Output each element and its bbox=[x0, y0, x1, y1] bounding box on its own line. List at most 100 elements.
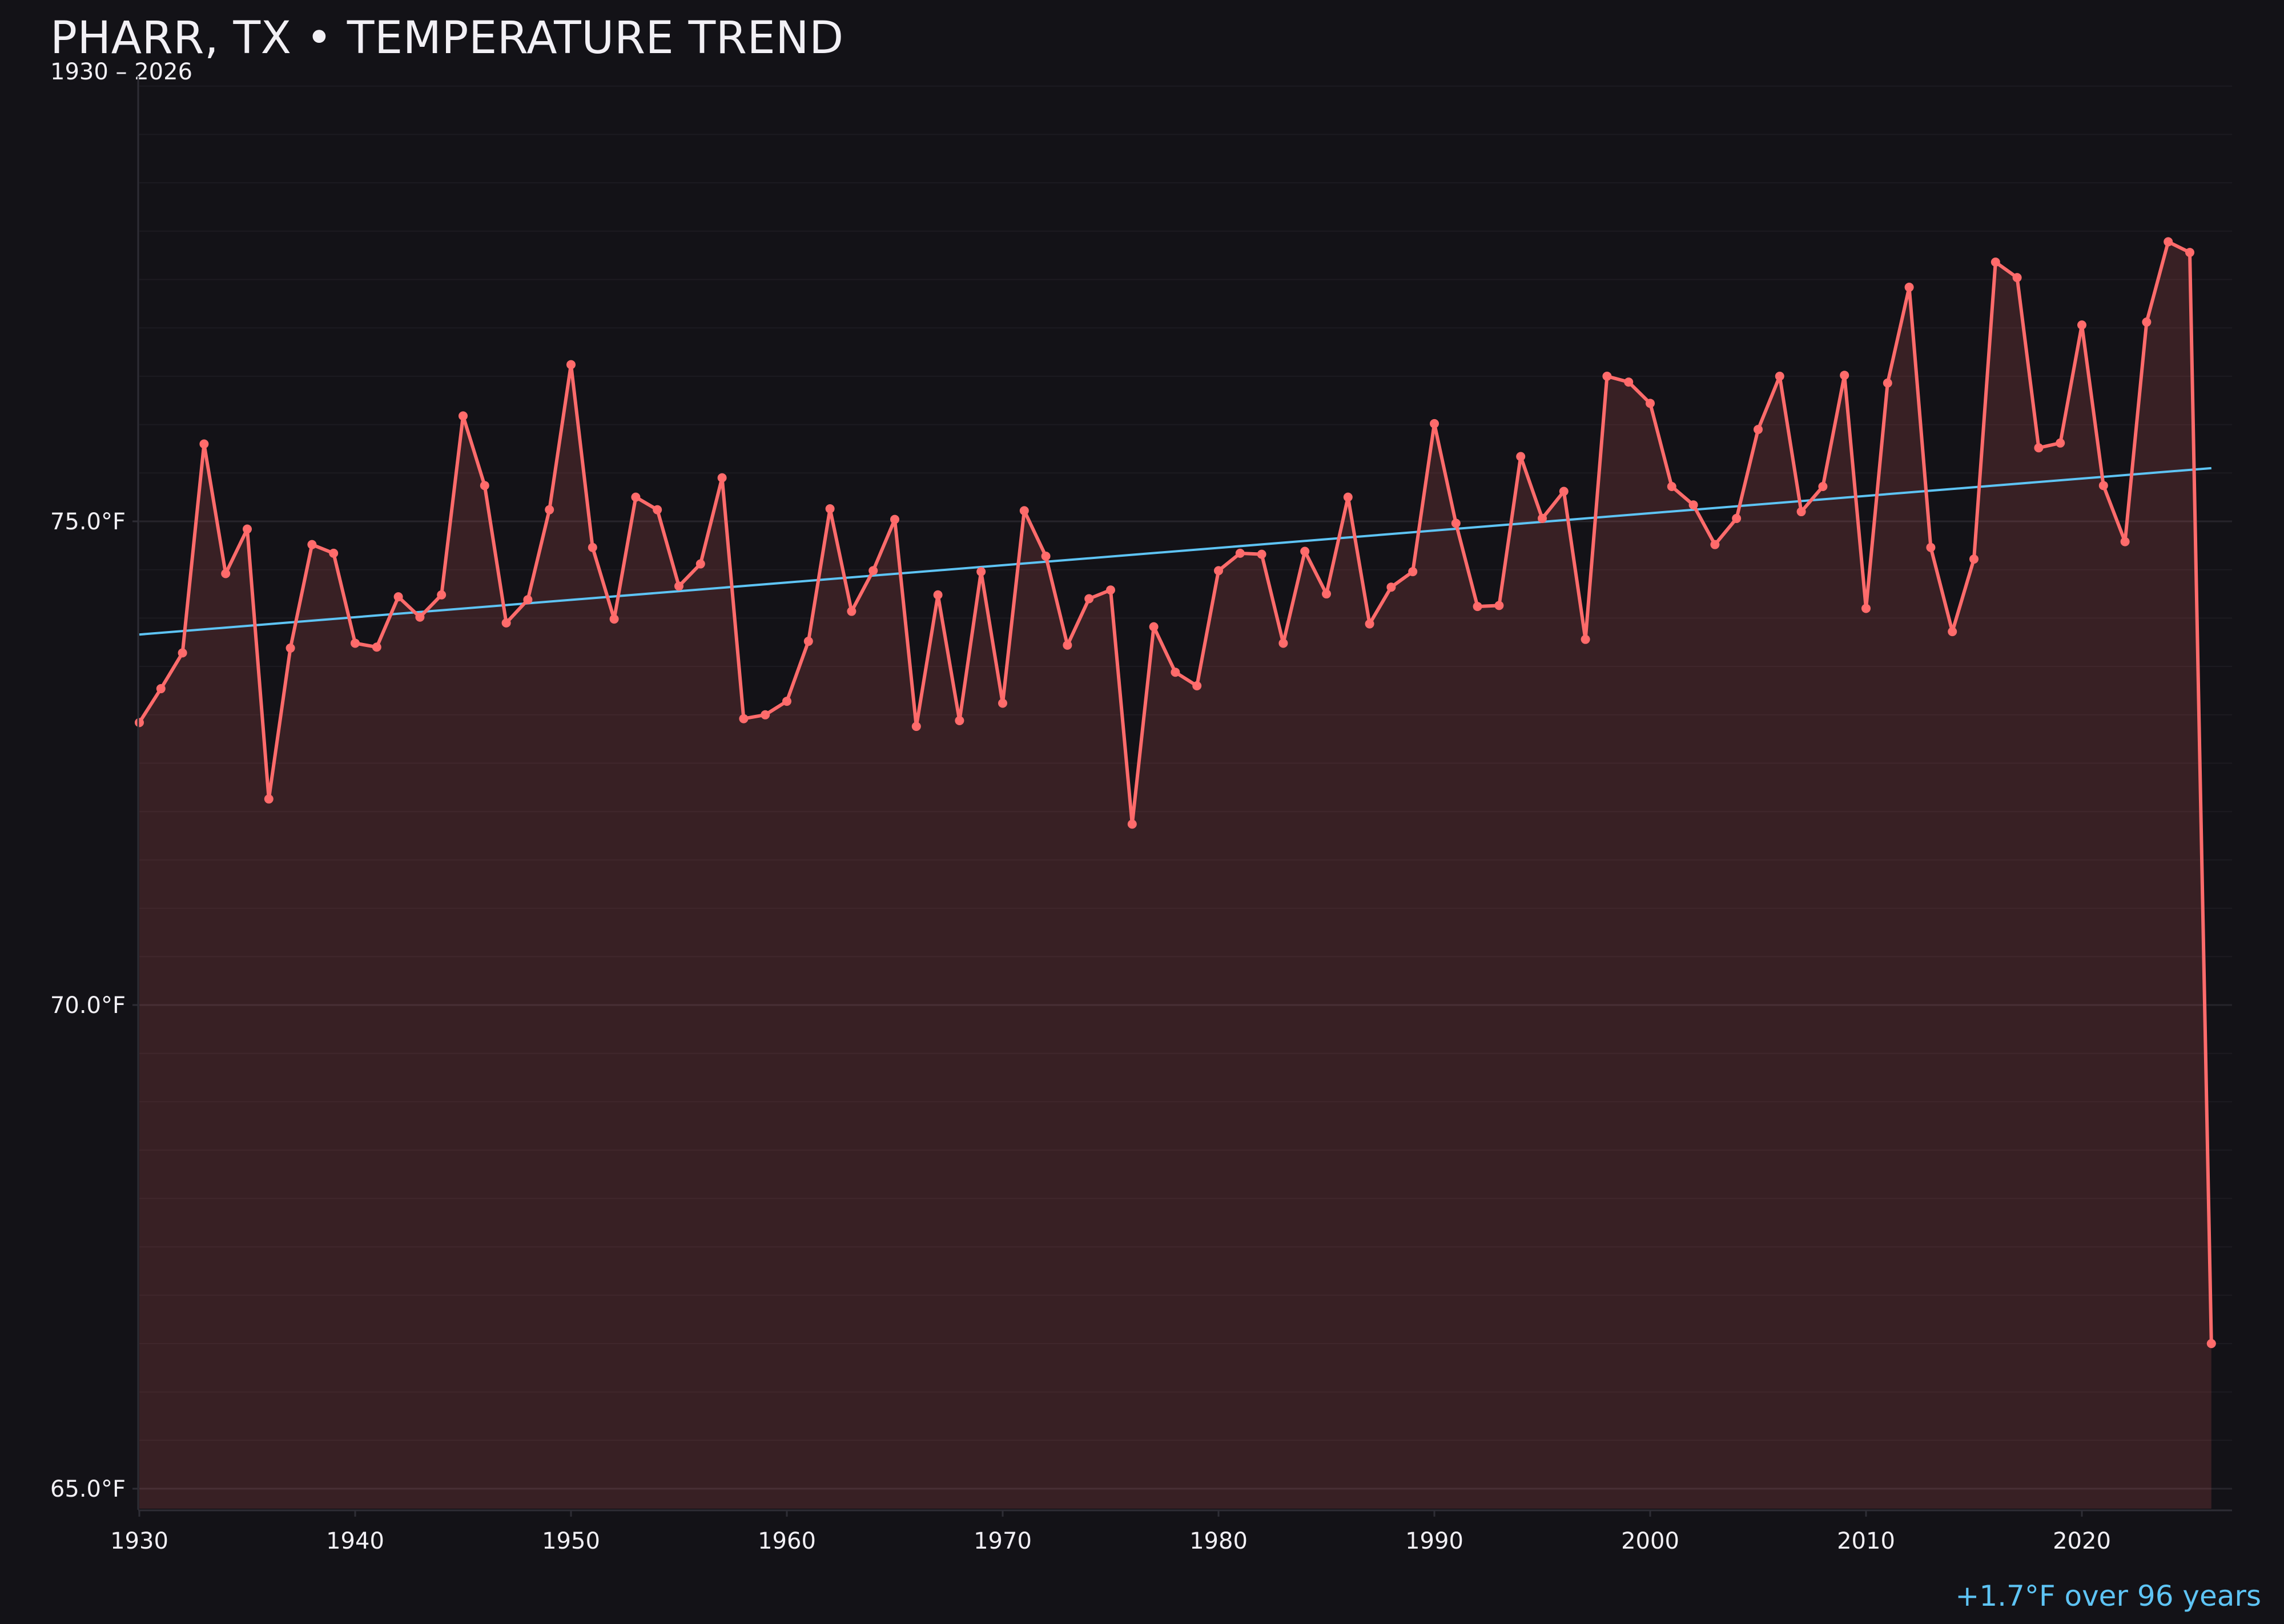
data-point bbox=[2056, 438, 2065, 448]
data-point bbox=[588, 542, 597, 552]
data-point-markers bbox=[135, 237, 2216, 1348]
data-point bbox=[1300, 546, 1310, 556]
x-tick-label: 1980 bbox=[1189, 1528, 1248, 1554]
data-point bbox=[307, 540, 317, 549]
data-point bbox=[1084, 594, 1094, 604]
axes bbox=[137, 76, 2232, 1512]
data-point bbox=[1688, 500, 1698, 510]
data-point bbox=[1041, 551, 1051, 561]
trend-line bbox=[139, 467, 2211, 636]
data-point bbox=[1149, 622, 1159, 632]
data-point bbox=[911, 722, 921, 731]
data-point bbox=[2120, 537, 2130, 546]
x-tick-label: 2000 bbox=[1621, 1528, 1679, 1554]
chart-title: PHARR, TX • TEMPERATURE TREND bbox=[50, 13, 844, 64]
data-point bbox=[631, 492, 641, 502]
data-point bbox=[156, 684, 166, 694]
data-point bbox=[782, 697, 791, 706]
data-point bbox=[1710, 540, 1720, 549]
data-point bbox=[1667, 482, 1676, 492]
data-point bbox=[609, 614, 619, 624]
data-point bbox=[1257, 549, 1266, 559]
x-tick-label: 2020 bbox=[2053, 1528, 2111, 1554]
data-point bbox=[135, 718, 144, 727]
data-point bbox=[1430, 419, 1439, 428]
data-point bbox=[437, 590, 447, 600]
y-tick-label: 70.0°F bbox=[50, 992, 126, 1019]
data-point bbox=[955, 715, 964, 725]
data-point bbox=[415, 612, 425, 622]
data-point bbox=[1127, 819, 1137, 829]
data-point bbox=[566, 360, 576, 369]
data-point bbox=[459, 411, 468, 421]
data-point bbox=[868, 566, 878, 576]
data-point bbox=[1926, 542, 1936, 552]
data-point bbox=[393, 592, 403, 602]
chart-subtitle: 1930 – 2026 bbox=[50, 59, 193, 85]
data-point bbox=[1602, 371, 1612, 381]
trend-summary-annotation: +1.7°F over 96 years bbox=[1955, 1579, 2261, 1613]
data-point bbox=[1386, 582, 1396, 592]
data-point bbox=[1732, 513, 1742, 523]
y-axis-ticks: 65.0°F 70.0°F 75.0°F bbox=[50, 509, 138, 1502]
x-tick-label: 1930 bbox=[110, 1528, 168, 1554]
data-point bbox=[1883, 378, 1892, 388]
data-point bbox=[2142, 317, 2152, 327]
data-point bbox=[2206, 1338, 2216, 1348]
data-point bbox=[1063, 640, 1072, 650]
data-point bbox=[1948, 627, 1957, 637]
data-point bbox=[2164, 237, 2173, 247]
data-point bbox=[803, 637, 813, 646]
data-point bbox=[653, 505, 662, 514]
data-point bbox=[1343, 492, 1353, 502]
x-axis-ticks: 1930 1940 1950 1960 1970 1980 1990 2000 2010 2020 bbox=[110, 1510, 2111, 1554]
data-point bbox=[1473, 602, 1482, 612]
data-point bbox=[1861, 604, 1871, 613]
data-point bbox=[1408, 567, 1418, 577]
data-point bbox=[933, 590, 943, 600]
data-point bbox=[1494, 601, 1504, 610]
x-tick-label: 1970 bbox=[974, 1528, 1032, 1554]
data-point bbox=[1796, 507, 1806, 517]
data-point bbox=[1106, 585, 1115, 595]
data-point bbox=[739, 714, 749, 723]
data-point bbox=[998, 698, 1007, 708]
data-point bbox=[1516, 452, 1526, 461]
data-point bbox=[1754, 425, 1763, 435]
data-point bbox=[1840, 371, 1849, 380]
data-point bbox=[1365, 619, 1374, 629]
data-point bbox=[351, 638, 360, 648]
data-point bbox=[1019, 506, 1029, 516]
data-point bbox=[1775, 371, 1784, 381]
data-point bbox=[1278, 638, 1288, 648]
data-point bbox=[847, 606, 856, 616]
data-point bbox=[1214, 566, 1223, 576]
data-point bbox=[2185, 248, 2194, 258]
data-point bbox=[545, 505, 554, 514]
data-point bbox=[1624, 377, 1634, 387]
data-point bbox=[890, 514, 899, 524]
data-point bbox=[825, 504, 835, 513]
data-point bbox=[695, 559, 705, 569]
x-tick-label: 1940 bbox=[326, 1528, 384, 1554]
data-point bbox=[221, 569, 231, 578]
data-point bbox=[2077, 320, 2086, 330]
x-tick-label: 2010 bbox=[1837, 1528, 1895, 1554]
data-point bbox=[1646, 399, 1655, 408]
data-point bbox=[717, 473, 727, 483]
data-point bbox=[243, 524, 252, 534]
data-point bbox=[1171, 668, 1180, 677]
x-tick-label: 1960 bbox=[758, 1528, 816, 1554]
data-point bbox=[1235, 548, 1245, 558]
data-point bbox=[372, 642, 381, 652]
data-point bbox=[1581, 634, 1590, 644]
data-point bbox=[1969, 554, 1979, 564]
data-point bbox=[2034, 443, 2044, 453]
y-tick-label: 65.0°F bbox=[50, 1476, 126, 1502]
x-tick-label: 1950 bbox=[542, 1528, 600, 1554]
data-point bbox=[329, 548, 339, 558]
data-point bbox=[286, 643, 295, 653]
data-point bbox=[1538, 513, 1547, 523]
data-point bbox=[761, 710, 770, 719]
